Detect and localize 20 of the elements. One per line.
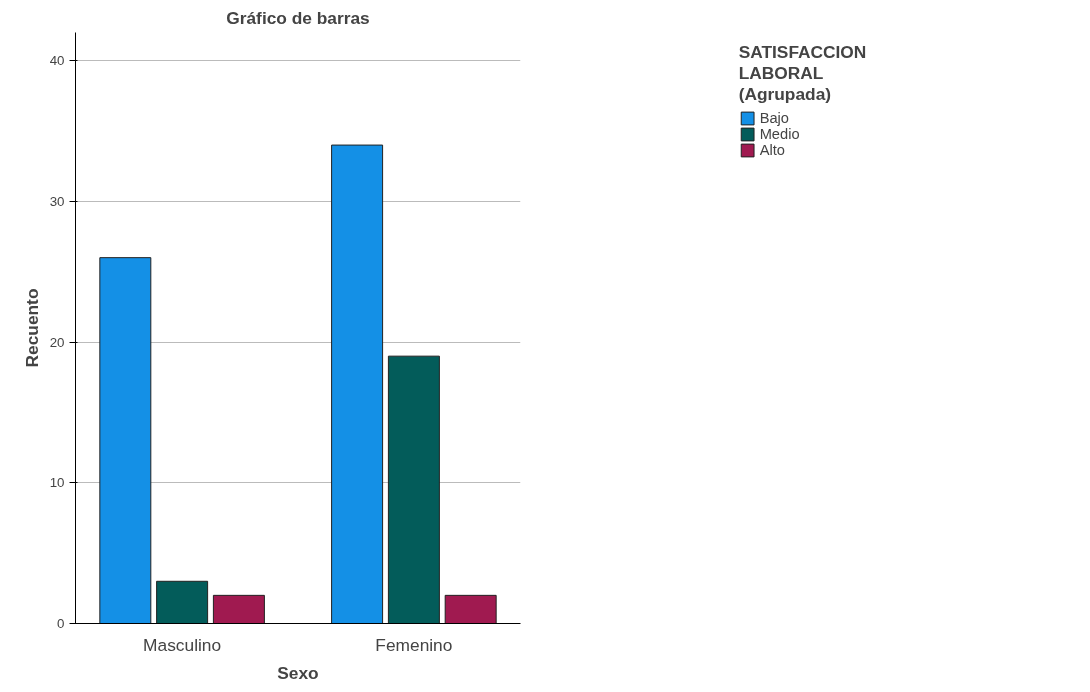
bar xyxy=(331,144,384,624)
bar xyxy=(212,594,265,624)
legend-title: SATISFACCION LABORAL (Agrupada) xyxy=(738,42,867,105)
y-tick-label: 30 xyxy=(49,193,65,209)
y-axis-title: Recuento xyxy=(21,288,42,368)
bar xyxy=(99,257,152,624)
y-tick-label: 20 xyxy=(49,334,65,350)
x-axis-title: Sexo xyxy=(277,662,319,683)
bar xyxy=(444,594,497,624)
y-tick-label: 10 xyxy=(49,475,65,491)
bar xyxy=(156,580,209,624)
x-tick-label: Femenino xyxy=(375,634,453,655)
chart-title: Gráfico de barras xyxy=(226,7,370,28)
y-tick-label: 0 xyxy=(57,616,65,631)
bar xyxy=(387,355,440,624)
legend-label: Medio xyxy=(759,126,800,142)
x-tick-label: Masculino xyxy=(143,634,222,655)
legend-label: Alto xyxy=(759,142,785,158)
legend-label: Bajo xyxy=(759,110,789,126)
y-tick-label: 40 xyxy=(49,53,65,69)
